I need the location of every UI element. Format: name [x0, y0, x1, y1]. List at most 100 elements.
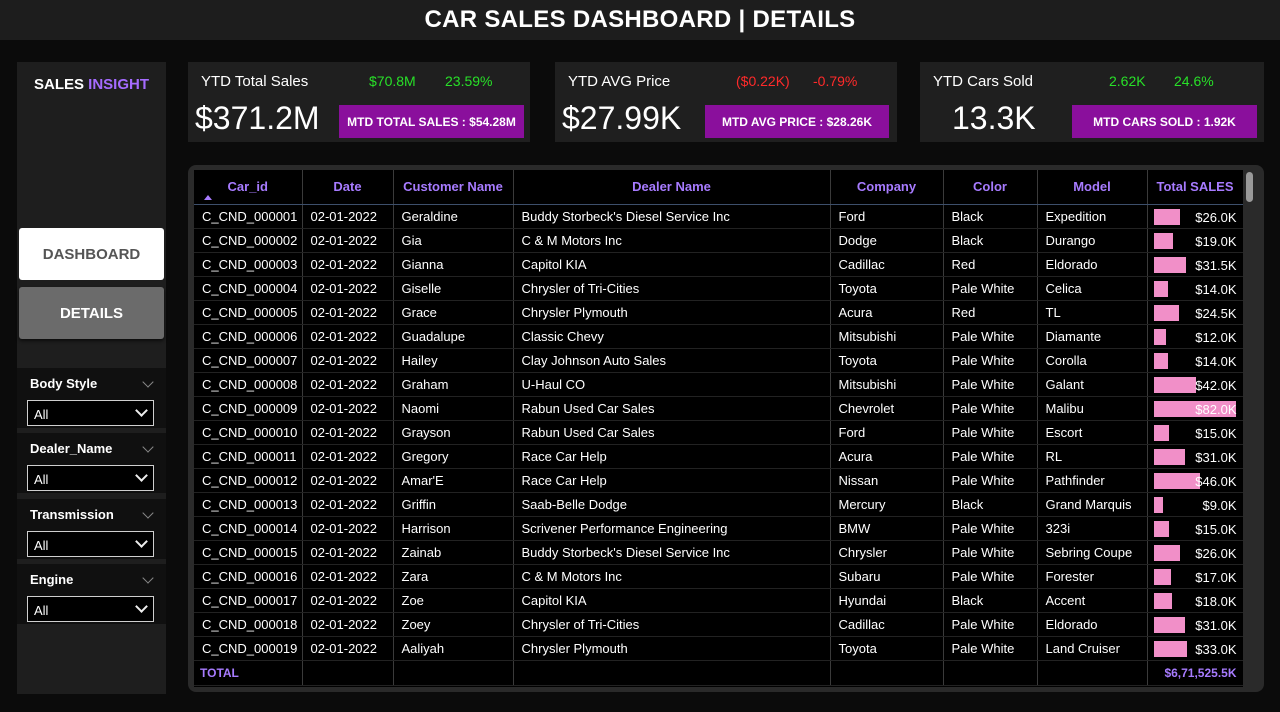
cell-dealer-name: Race Car Help	[513, 468, 831, 493]
cell-dealer-name: Race Car Help	[513, 444, 831, 469]
table-row[interactable]: C_CND_000016 02-01-2022 Zara C & M Motors I…	[194, 564, 1243, 589]
cell-color: Pale White	[943, 612, 1038, 637]
kpi-ytd-total-sales: YTD Total Sales $70.8M 23.59% $371.2M MT…	[188, 62, 530, 142]
cell-car-id: C_CND_000016	[194, 564, 303, 589]
details-table-viewport[interactable]: Car_id Date Customer Name Dealer Name Co…	[194, 170, 1243, 687]
column-header-total-sales[interactable]: Total SALES	[1147, 170, 1243, 205]
details-nav-button[interactable]: DETAILS	[19, 287, 164, 339]
table-row[interactable]: C_CND_000010 02-01-2022 Grayson Rabun Used …	[194, 420, 1243, 445]
column-header-customer-name[interactable]: Customer Name	[393, 170, 514, 205]
sales-value: $42.0K	[1195, 377, 1237, 393]
scrollbar-thumb[interactable]	[1246, 172, 1253, 202]
engine-dropdown[interactable]: All	[27, 596, 154, 622]
sales-value: $33.0K	[1195, 641, 1237, 657]
collapse-chevron-icon[interactable]	[142, 572, 154, 584]
cell-car-id: C_CND_000005	[194, 300, 303, 325]
cell-car-id: C_CND_000009	[194, 396, 303, 421]
cell-car-id: C_CND_000003	[194, 252, 303, 277]
sales-data-bar	[1153, 640, 1187, 657]
collapse-chevron-icon[interactable]	[142, 441, 154, 453]
slicer-dealer-name: Dealer_Name All	[17, 431, 166, 493]
cell-color: Pale White	[943, 348, 1038, 373]
kpi-change-pct: 23.59%	[445, 73, 493, 89]
sales-value: $26.0K	[1195, 545, 1237, 561]
cell-date: 02-01-2022	[302, 228, 394, 253]
cell-total-sales: $12.0K	[1147, 324, 1243, 349]
table-row[interactable]: C_CND_000013 02-01-2022 Griffin Saab-Belle …	[194, 492, 1243, 517]
cell-total-sales: $26.0K	[1147, 540, 1243, 565]
sales-data-bar	[1153, 520, 1169, 537]
chevron-down-icon	[135, 469, 148, 482]
table-row[interactable]: C_CND_000012 02-01-2022 Amar'E Race Car Hel…	[194, 468, 1243, 493]
sales-data-bar	[1153, 448, 1185, 465]
collapse-chevron-icon[interactable]	[142, 376, 154, 388]
cell-color: Red	[943, 300, 1038, 325]
dropdown-value: All	[34, 407, 49, 422]
sales-value: $15.0K	[1195, 425, 1237, 441]
table-row[interactable]: C_CND_000003 02-01-2022 Gianna Capitol KIA C…	[194, 252, 1243, 277]
cell-model: Sebring Coupe	[1037, 540, 1148, 565]
cell-company: Hyundai	[830, 588, 944, 613]
cell-dealer-name: Rabun Used Car Sales	[513, 396, 831, 421]
table-row[interactable]: C_CND_000001 02-01-2022 Geraldine Buddy Sto…	[194, 204, 1243, 229]
table-row[interactable]: C_CND_000014 02-01-2022 Harrison Scrivener …	[194, 516, 1243, 541]
cell-date: 02-01-2022	[302, 276, 394, 301]
title-bar: CAR SALES DASHBOARD | DETAILS	[0, 0, 1280, 40]
cell-company: Toyota	[830, 636, 944, 661]
table-row[interactable]: C_CND_000015 02-01-2022 Zainab Buddy Storbe…	[194, 540, 1243, 565]
dashboard-nav-button[interactable]: DASHBOARD	[19, 228, 164, 280]
column-header-model[interactable]: Model	[1037, 170, 1148, 205]
body-style-dropdown[interactable]: All	[27, 400, 154, 426]
column-header-date[interactable]: Date	[302, 170, 394, 205]
table-row[interactable]: C_CND_000004 02-01-2022 Giselle Chrysler of…	[194, 276, 1243, 301]
table-row[interactable]: C_CND_000006 02-01-2022 Guadalupe Classic C…	[194, 324, 1243, 349]
transmission-dropdown[interactable]: All	[27, 531, 154, 557]
sales-data-bar	[1153, 352, 1168, 369]
cell-color: Black	[943, 588, 1038, 613]
table-row[interactable]: C_CND_000005 02-01-2022 Grace Chrysler Plym…	[194, 300, 1243, 325]
details-table: Car_id Date Customer Name Dealer Name Co…	[194, 170, 1243, 686]
cell-date: 02-01-2022	[302, 300, 394, 325]
sales-data-bar	[1153, 544, 1180, 561]
cell-dealer-name: Chrysler of Tri-Cities	[513, 276, 831, 301]
table-row[interactable]: C_CND_000002 02-01-2022 Gia C & M Motors In…	[194, 228, 1243, 253]
table-row[interactable]: C_CND_000009 02-01-2022 Naomi Rabun Used Ca…	[194, 396, 1243, 421]
sales-data-bar	[1153, 592, 1172, 609]
cell-dealer-name: C & M Motors Inc	[513, 564, 831, 589]
cell-customer-name: Gianna	[393, 252, 514, 277]
cell-customer-name: Griffin	[393, 492, 514, 517]
cell-dealer-name: Chrysler Plymouth	[513, 636, 831, 661]
cell-total-sales: $14.0K	[1147, 348, 1243, 373]
cell-company: Chevrolet	[830, 396, 944, 421]
cell-model: Land Cruiser	[1037, 636, 1148, 661]
cell-date: 02-01-2022	[302, 420, 394, 445]
cell-color: Pale White	[943, 540, 1038, 565]
brand-logo: SALES INSIGHT	[17, 76, 166, 93]
table-row[interactable]: C_CND_000011 02-01-2022 Gregory Race Car He…	[194, 444, 1243, 469]
cell-color: Pale White	[943, 468, 1038, 493]
dealer-name-dropdown[interactable]: All	[27, 465, 154, 491]
cell-car-id: C_CND_000014	[194, 516, 303, 541]
cell-car-id: C_CND_000012	[194, 468, 303, 493]
collapse-chevron-icon[interactable]	[142, 507, 154, 519]
table-row[interactable]: C_CND_000008 02-01-2022 Graham U-Haul CO Mit…	[194, 372, 1243, 397]
cell-company: Acura	[830, 444, 944, 469]
table-row[interactable]: C_CND_000018 02-01-2022 Zoey Chrysler of Tr…	[194, 612, 1243, 637]
slicer-transmission: Transmission All	[17, 497, 166, 559]
column-header-car-id[interactable]: Car_id	[194, 170, 303, 205]
column-header-dealer-name[interactable]: Dealer Name	[513, 170, 831, 205]
cell-company: Cadillac	[830, 252, 944, 277]
table-row[interactable]: C_CND_000019 02-01-2022 Aaliyah Chrysler Pl…	[194, 636, 1243, 661]
cell-color: Pale White	[943, 636, 1038, 661]
kpi-change-pct: -0.79%	[813, 73, 858, 89]
column-header-company[interactable]: Company	[830, 170, 944, 205]
table-row[interactable]: C_CND_000017 02-01-2022 Zoe Capitol KIA Hyun…	[194, 588, 1243, 613]
cell-car-id: C_CND_000013	[194, 492, 303, 517]
column-header-color[interactable]: Color	[943, 170, 1038, 205]
cell-customer-name: Gregory	[393, 444, 514, 469]
cell-date: 02-01-2022	[302, 588, 394, 613]
table-scrollbar[interactable]	[1245, 170, 1255, 687]
cell-customer-name: Zara	[393, 564, 514, 589]
table-row[interactable]: C_CND_000007 02-01-2022 Hailey Clay Johnson…	[194, 348, 1243, 373]
kpi-change-value: 2.62K	[1109, 73, 1146, 89]
